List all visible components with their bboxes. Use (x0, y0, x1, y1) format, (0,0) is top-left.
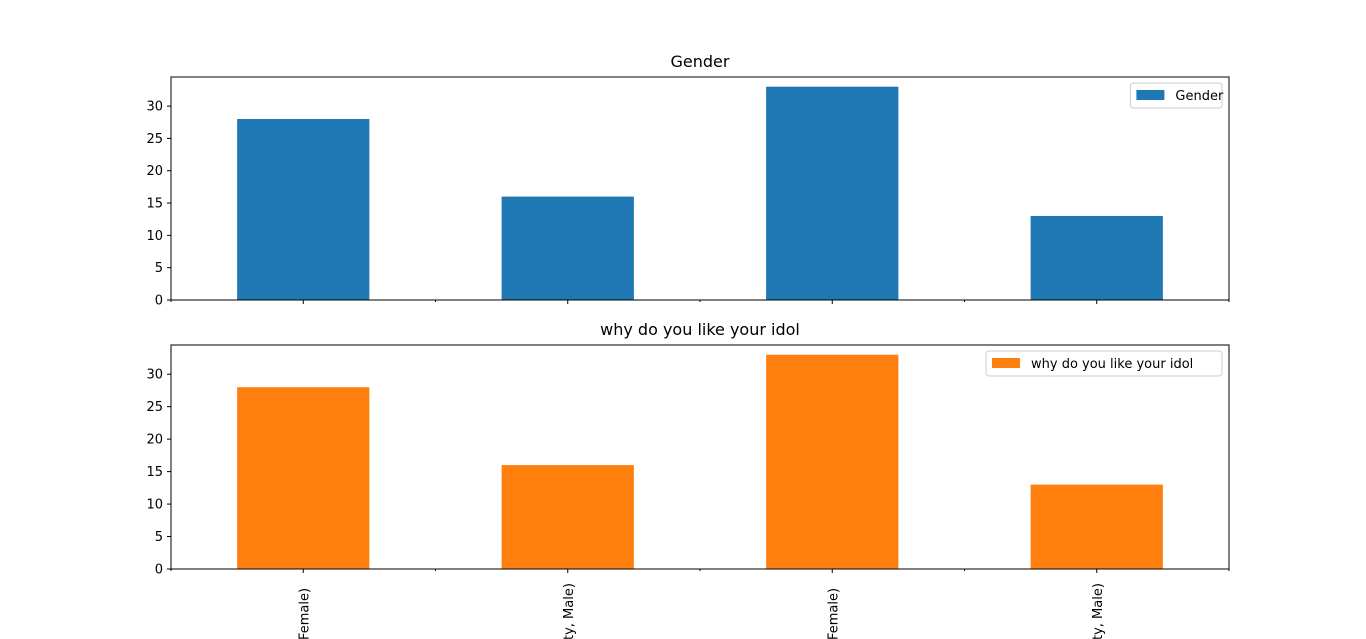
y-tick-label: 10 (146, 498, 163, 513)
bar-2 (501, 465, 634, 569)
bar-2 (501, 196, 634, 300)
y-tick-label: 25 (146, 400, 163, 415)
y-tick-label: 5 (155, 261, 163, 276)
chart-panel-2: why do you like your idol 0 5 10 15 20 25 30 Fem… (146, 320, 1230, 639)
y-tick-label: 20 (146, 164, 163, 179)
y-tick-label: 25 (146, 132, 163, 147)
y-tick-label: 15 (146, 465, 163, 480)
y-tick-label: 0 (155, 563, 163, 578)
chart-title: why do you like your idol (600, 320, 800, 339)
y-tick-label: 30 (146, 368, 163, 383)
x-tick-label: ty, Male) (1091, 583, 1106, 639)
bar-3 (766, 354, 899, 569)
legend-label: why do you like your idol (1031, 357, 1193, 372)
bar-3 (766, 86, 899, 301)
x-tick-label: ty, Male) (562, 583, 577, 639)
y-tick-label: 15 (146, 197, 163, 212)
chart-panel-1: Gender 0 5 10 15 20 25 30 Gender (146, 52, 1230, 309)
legend-swatch (992, 358, 1020, 368)
chart-title: Gender (671, 52, 730, 71)
y-tick-label: 0 (155, 294, 163, 309)
legend-box (985, 350, 1223, 377)
y-tick-label: 20 (146, 433, 163, 448)
y-tick-label: 5 (155, 530, 163, 545)
legend-swatch (1136, 90, 1165, 100)
x-tick-label: Female) (297, 588, 312, 639)
legend-box (1129, 82, 1223, 109)
y-tick-label: 10 (146, 229, 163, 244)
bar-1 (237, 119, 370, 300)
bar-4 (1030, 215, 1163, 300)
bar-4 (1030, 484, 1163, 569)
x-tick-label: Female) (826, 588, 841, 639)
y-tick-label: 30 (146, 100, 163, 115)
bar-1 (237, 387, 370, 569)
legend-label: Gender (1175, 89, 1224, 104)
